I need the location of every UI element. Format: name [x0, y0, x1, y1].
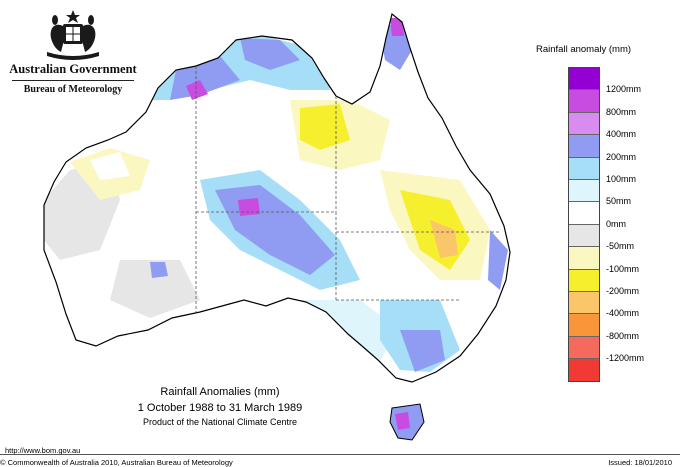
- legend-label: -800mm: [606, 330, 640, 341]
- legend-swatch: [569, 135, 599, 158]
- legend-swatch: [569, 202, 599, 225]
- legend-label: -400mm: [606, 308, 640, 319]
- legend-label: -1200mm: [606, 353, 645, 364]
- map-product-note: Product of the National Climate Centre: [142, 417, 298, 427]
- legend-swatch: [569, 269, 599, 292]
- legend-label: 50mm: [606, 196, 632, 207]
- legend-swatch: [569, 247, 599, 270]
- legend-label: 100mm: [606, 174, 637, 184]
- footer-issued-date: Issued: 18/01/2010: [608, 458, 672, 467]
- map-period: 1 October 1988 to 31 March 1989: [137, 402, 303, 414]
- legend-color-bar: [568, 67, 600, 383]
- footer-url: http://www.bom.gov.au: [5, 446, 81, 455]
- bureau-name: Bureau of Meteorology: [23, 84, 123, 95]
- footer-copyright: © Commonwealth of Australia 2010, Austra…: [0, 458, 233, 467]
- legend-label: 800mm: [606, 106, 637, 117]
- mainland-coastline: [43, 12, 511, 383]
- legend-swatch: [569, 336, 599, 360]
- legend-swatch: [569, 68, 599, 91]
- legend-swatch: [569, 224, 599, 248]
- legend-swatch: [569, 314, 599, 337]
- footer-divider: [0, 454, 680, 455]
- logo-divider: [12, 80, 134, 81]
- legend-label: -100mm: [606, 263, 640, 274]
- legend-label: -200mm: [606, 286, 640, 296]
- government-name: Australian Government: [9, 62, 137, 76]
- legend-swatch: [569, 90, 599, 113]
- legend-label: 1200mm: [606, 84, 642, 95]
- legend-swatch: [569, 112, 599, 136]
- map-caption: Rainfall Anomalies (mm) 1 October 1988 t…: [120, 386, 320, 427]
- coat-of-arms-icon: [47, 10, 99, 60]
- legend-label: 400mm: [606, 129, 637, 140]
- legend-swatch: [569, 291, 599, 315]
- legend-label: -50mm: [606, 241, 635, 252]
- legend-label: 200mm: [606, 151, 637, 162]
- legend-label: 0mm: [606, 218, 626, 229]
- legend-swatch: [569, 157, 599, 180]
- state-borders: [195, 66, 500, 312]
- government-logo: Australian Government Bureau of Meteorol…: [8, 8, 138, 95]
- legend-title: Rainfall anomaly (mm): [536, 44, 632, 55]
- legend-swatch: [569, 179, 599, 203]
- legend-swatch: [569, 359, 599, 382]
- map-title: Rainfall Anomalies (mm): [160, 386, 280, 398]
